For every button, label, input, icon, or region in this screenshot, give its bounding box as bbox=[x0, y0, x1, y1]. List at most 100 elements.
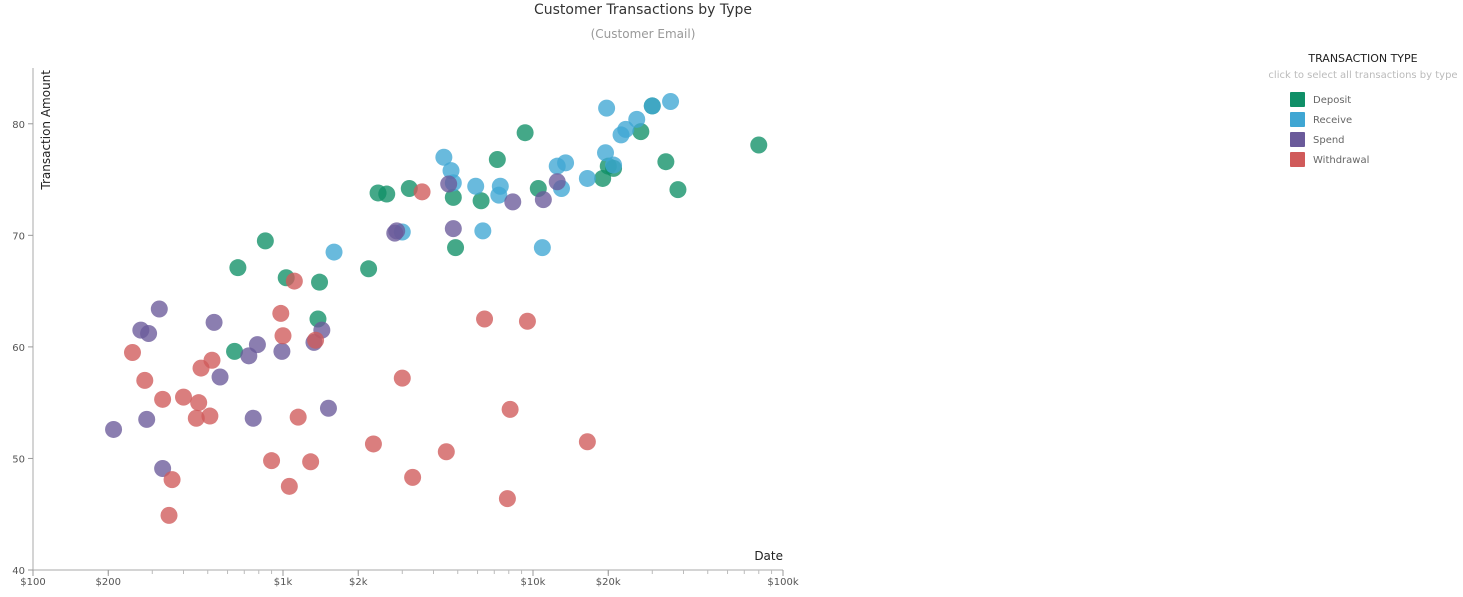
point-withdrawal[interactable] bbox=[203, 351, 221, 369]
legend-subtitle: click to select all transactions by type bbox=[1268, 70, 1457, 81]
point-withdrawal[interactable] bbox=[187, 409, 205, 427]
legend-swatch-withdrawal bbox=[1290, 152, 1305, 167]
x-tick-label: $20k bbox=[596, 577, 621, 588]
point-withdrawal[interactable] bbox=[263, 452, 281, 470]
legend-label-deposit: Deposit bbox=[1313, 95, 1351, 106]
legend-label-spend: Spend bbox=[1313, 135, 1345, 146]
point-receive[interactable] bbox=[474, 222, 492, 240]
point-deposit[interactable] bbox=[360, 260, 378, 278]
point-withdrawal[interactable] bbox=[285, 272, 303, 290]
point-deposit[interactable] bbox=[472, 192, 490, 210]
point-withdrawal[interactable] bbox=[404, 468, 422, 486]
point-receive[interactable] bbox=[643, 97, 661, 115]
point-withdrawal[interactable] bbox=[280, 477, 298, 495]
x-minor-ticks bbox=[107, 570, 773, 574]
point-receive[interactable] bbox=[325, 243, 343, 261]
x-tick-label: $200 bbox=[96, 577, 121, 588]
x-tick-label: $100 bbox=[20, 577, 45, 588]
legend-items: Deposit Receive Spend Withdrawal bbox=[1290, 92, 1369, 167]
point-receive[interactable] bbox=[662, 92, 680, 110]
point-spend[interactable] bbox=[440, 175, 458, 193]
point-deposit[interactable] bbox=[226, 342, 244, 360]
point-spend[interactable] bbox=[248, 336, 266, 354]
point-withdrawal[interactable] bbox=[307, 331, 325, 349]
point-receive[interactable] bbox=[605, 156, 623, 174]
legend: TRANSACTION TYPE click to select all tra… bbox=[1268, 52, 1458, 167]
point-receive[interactable] bbox=[617, 120, 635, 138]
point-deposit[interactable] bbox=[444, 188, 462, 206]
point-withdrawal[interactable] bbox=[163, 471, 181, 489]
point-deposit[interactable] bbox=[447, 239, 465, 257]
y-tick-label: 40 bbox=[12, 566, 25, 577]
point-receive[interactable] bbox=[491, 177, 509, 195]
point-spend[interactable] bbox=[504, 193, 522, 211]
point-deposit[interactable] bbox=[750, 136, 768, 154]
point-spend[interactable] bbox=[211, 368, 229, 386]
point-spend[interactable] bbox=[150, 300, 168, 318]
point-spend[interactable] bbox=[548, 173, 566, 191]
legend-label-withdrawal: Withdrawal bbox=[1313, 155, 1369, 166]
point-deposit[interactable] bbox=[229, 259, 247, 277]
point-receive[interactable] bbox=[628, 110, 646, 128]
x-tick-label: $10k bbox=[521, 577, 546, 588]
point-withdrawal[interactable] bbox=[175, 388, 193, 406]
point-withdrawal[interactable] bbox=[136, 371, 154, 389]
point-spend[interactable] bbox=[244, 409, 262, 427]
y-ticks: 40 50 60 70 80 bbox=[12, 120, 33, 577]
legend-title: TRANSACTION TYPE bbox=[1307, 52, 1417, 65]
point-spend[interactable] bbox=[444, 220, 462, 238]
axes bbox=[32, 68, 783, 571]
legend-item-withdrawal[interactable]: Withdrawal bbox=[1290, 152, 1369, 167]
point-withdrawal[interactable] bbox=[160, 506, 178, 524]
point-spend[interactable] bbox=[105, 420, 123, 438]
data-points bbox=[105, 92, 768, 524]
point-withdrawal[interactable] bbox=[190, 394, 208, 412]
point-receive[interactable] bbox=[557, 154, 575, 172]
point-withdrawal[interactable] bbox=[437, 443, 455, 461]
legend-item-spend[interactable]: Spend bbox=[1290, 132, 1345, 147]
point-deposit[interactable] bbox=[400, 179, 418, 197]
legend-swatch-receive bbox=[1290, 112, 1305, 127]
point-withdrawal[interactable] bbox=[476, 310, 494, 328]
point-deposit[interactable] bbox=[657, 153, 675, 171]
point-receive[interactable] bbox=[597, 144, 615, 162]
x-tick-label: $1k bbox=[274, 577, 293, 588]
point-receive[interactable] bbox=[578, 169, 596, 187]
legend-item-deposit[interactable]: Deposit bbox=[1290, 92, 1351, 107]
point-withdrawal[interactable] bbox=[272, 304, 290, 322]
point-withdrawal[interactable] bbox=[364, 435, 382, 453]
point-withdrawal[interactable] bbox=[302, 453, 320, 471]
point-deposit[interactable] bbox=[378, 185, 396, 203]
point-withdrawal[interactable] bbox=[274, 327, 292, 345]
point-withdrawal[interactable] bbox=[154, 390, 172, 408]
point-spend[interactable] bbox=[154, 459, 172, 477]
legend-item-receive[interactable]: Receive bbox=[1290, 112, 1352, 127]
point-receive[interactable] bbox=[533, 239, 551, 257]
point-spend[interactable] bbox=[319, 399, 337, 417]
chart-title: Customer Transactions by Type bbox=[534, 2, 752, 18]
point-spend[interactable] bbox=[205, 313, 223, 331]
point-deposit[interactable] bbox=[256, 232, 274, 250]
point-withdrawal[interactable] bbox=[578, 433, 596, 451]
point-withdrawal[interactable] bbox=[413, 183, 431, 201]
point-spend[interactable] bbox=[140, 325, 158, 343]
point-withdrawal[interactable] bbox=[498, 490, 516, 508]
point-deposit[interactable] bbox=[311, 273, 329, 291]
point-withdrawal[interactable] bbox=[123, 343, 141, 361]
point-withdrawal[interactable] bbox=[518, 312, 536, 330]
point-deposit[interactable] bbox=[669, 181, 687, 199]
point-withdrawal[interactable] bbox=[501, 400, 519, 418]
point-withdrawal[interactable] bbox=[289, 408, 307, 426]
point-receive[interactable] bbox=[467, 177, 485, 195]
point-spend[interactable] bbox=[273, 342, 291, 360]
point-withdrawal[interactable] bbox=[393, 369, 411, 387]
point-withdrawal[interactable] bbox=[201, 407, 219, 425]
x-tick-label: $100k bbox=[767, 577, 798, 588]
point-deposit[interactable] bbox=[488, 150, 506, 168]
point-deposit[interactable] bbox=[516, 124, 534, 142]
point-spend[interactable] bbox=[386, 224, 404, 242]
point-spend[interactable] bbox=[138, 410, 156, 428]
point-spend[interactable] bbox=[534, 191, 552, 209]
point-receive[interactable] bbox=[435, 148, 453, 166]
point-receive[interactable] bbox=[598, 99, 616, 117]
